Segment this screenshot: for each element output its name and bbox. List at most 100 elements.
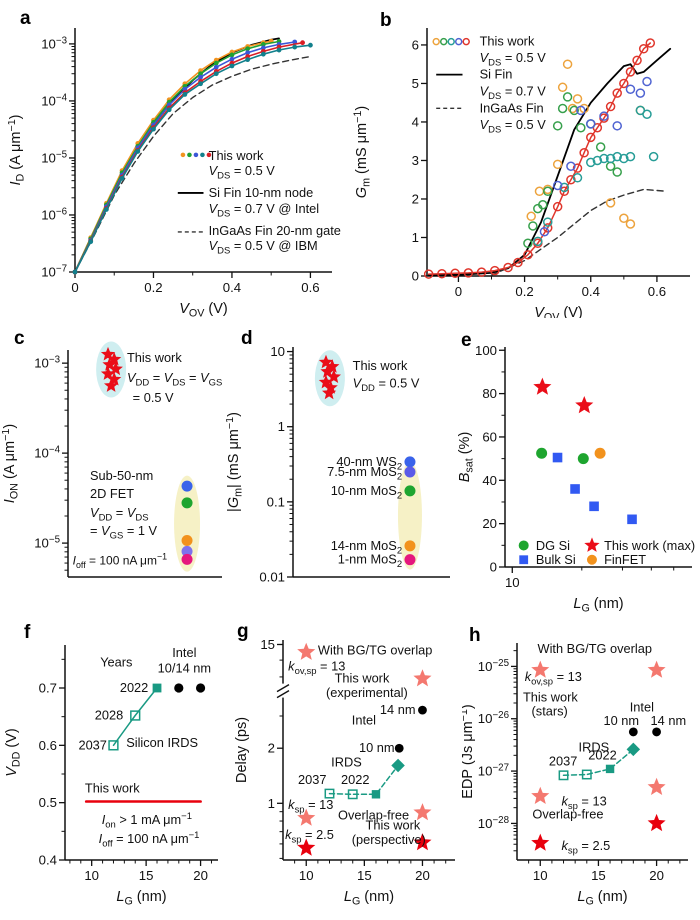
y-tick-label: 4 — [412, 114, 419, 129]
series-irds-diamond — [391, 758, 405, 773]
series-overlap-stars-top — [297, 642, 432, 687]
x-tick-label: 20 — [415, 868, 430, 883]
panel-h: h 10 15 20 10−25 10−26 10−27 10−28 LG (nm) EDP (… — [462, 618, 696, 916]
annotation: 2037 — [549, 754, 577, 769]
y-tick-label: 5 — [412, 76, 419, 91]
y-tick-label: 10−25 — [478, 658, 510, 674]
annotation: With BG/TG overlap — [318, 642, 433, 657]
series-si-fin — [427, 47, 672, 277]
y-axis-label: EDP (Js μm−1) — [462, 704, 476, 798]
panel-b: b 0 0.2 0.4 0.6 0 1 2 3 4 5 6 VOV (V) Gm (mS μm−1) Th… — [352, 6, 696, 318]
x-tick-label: 15 — [357, 868, 372, 883]
y-tick-label: 0.5 — [39, 795, 57, 810]
annotation: Si Fin — [480, 67, 513, 82]
panel-a-chart: 0 0.2 0.4 0.6 10−7 10−6 10−5 10−4 10−3 VOV (V) ID … — [8, 28, 341, 318]
series-this-work-max — [533, 377, 594, 414]
axes — [277, 640, 455, 866]
series-ksp13-stars — [531, 777, 666, 804]
annotation: 2028 — [95, 708, 123, 723]
series-irds-2022 — [371, 790, 381, 799]
y-tick-label: 80 — [482, 386, 497, 401]
legend-marker — [519, 555, 529, 565]
series-irds-line — [328, 764, 399, 796]
series-this-work-blue — [539, 76, 652, 237]
x-axis-label: LG (nm) — [573, 596, 623, 615]
annotation: 2022 — [120, 680, 148, 695]
y-tick-label: 60 — [482, 429, 497, 444]
y-tick-label: 1 — [268, 796, 275, 811]
annotation: ksp = 2.5 — [285, 827, 334, 846]
series-overlap-free-stars — [297, 803, 432, 826]
x-tick-label: 0.4 — [582, 284, 600, 299]
y-tick-label: 10−5 — [41, 149, 67, 165]
panel-c: c 10−5 10−4 10−3 ION (A μm−1) This work VDD =… — [2, 322, 226, 618]
annotation: kov,sp = 13 — [288, 658, 345, 677]
series-irds-line — [562, 748, 635, 777]
annotation: 14 nm — [380, 702, 416, 717]
annotation: 10/14 nm — [158, 661, 211, 676]
y-axis-label: |Gm| (mS μm−1) — [226, 412, 245, 512]
series-ingaas-fin — [490, 188, 668, 276]
annotation: Years — [100, 655, 132, 670]
panel-letter-b: b — [380, 10, 392, 31]
series-finfet — [594, 447, 606, 459]
y-tick-label: 1 — [412, 230, 419, 245]
panel-letter-a: a — [20, 8, 31, 29]
annotation: With BG/TG overlap — [538, 641, 653, 656]
y-tick-label: 10−4 — [34, 445, 60, 461]
x-axis-label: LG (nm) — [116, 889, 166, 908]
y-tick-label: 0.1 — [267, 494, 285, 509]
y-tick-label: 10−28 — [478, 815, 509, 831]
y-tick-label: 10−7 — [41, 264, 67, 280]
series-perspective-stars — [297, 833, 432, 856]
annotation: VDS = 0.5 V @ IBM — [209, 238, 318, 256]
x-tick-label: 10 — [84, 868, 99, 883]
series-irds-open — [558, 769, 592, 781]
x-tick-label: 15 — [591, 868, 606, 883]
series-silicon-irds-2022 — [152, 683, 162, 693]
legend-dots — [180, 152, 212, 158]
annotation: Ioff = 100 nA μm−1 — [99, 830, 200, 850]
panel-a: a 0 0.2 0.4 0.6 10−7 10−6 10−5 10−4 10−3 VOV (V) I… — [8, 6, 348, 318]
annotation: kov,sp = 13 — [525, 669, 582, 688]
highlight-glow — [174, 475, 201, 572]
panel-d: d 0.01 0.1 1 10 |Gm| (mS μm−1) This work VDD =… — [226, 322, 456, 618]
annotation: Silicon IRDS — [126, 735, 198, 750]
axes — [59, 645, 218, 866]
series-silicon-irds-open — [108, 710, 141, 751]
annotation: 2022 — [341, 772, 369, 787]
y-tick-label: 0 — [490, 560, 497, 575]
x-tick-label: 10 — [533, 868, 548, 883]
panel-c-chart: 10−5 10−4 10−3 ION (A μm−1) This work VDD = V… — [2, 341, 222, 578]
x-tick-label: 0 — [455, 284, 462, 299]
annotation: 2022 — [588, 748, 616, 763]
series-bulk-si — [552, 452, 637, 525]
series-mos2-10nm — [404, 485, 416, 497]
series-mos2-7p5nm — [404, 466, 416, 478]
y-tick-label: 0.7 — [39, 681, 57, 696]
x-axis-label: LG (nm) — [577, 889, 627, 908]
y-tick-label: 0 — [412, 269, 419, 284]
series-2dfet-orange — [181, 534, 193, 546]
axes — [499, 347, 692, 573]
annotation: Intel — [172, 645, 196, 660]
y-tick-label: 2 — [268, 741, 275, 756]
y-tick-label: 10−4 — [41, 92, 67, 108]
annotation: VDD = VDS — [90, 505, 149, 524]
y-tick-label: 10−6 — [41, 206, 67, 222]
y-tick-label: 1 — [278, 419, 285, 434]
y-tick-label: 40 — [482, 473, 497, 488]
y-tick-label: 0.6 — [39, 738, 57, 753]
annotation: Ion > 1 mA μm−1 — [102, 811, 192, 831]
x-tick-label: 20 — [649, 868, 664, 883]
y-tick-label: 20 — [482, 516, 497, 531]
series-ksp2p5-stars — [531, 813, 666, 851]
y-tick-label: 15 — [260, 637, 275, 652]
annotation: This work — [523, 690, 578, 705]
axes — [69, 28, 332, 278]
y-tick-label: 10−27 — [478, 763, 509, 779]
annotation: = VGS = 1 V — [90, 523, 158, 542]
annotation: 14 nm — [651, 713, 687, 728]
panel-e: e 10 0 20 40 60 80 100 LG (nm) Bsat (%) DG Si Bulk… — [456, 322, 696, 618]
